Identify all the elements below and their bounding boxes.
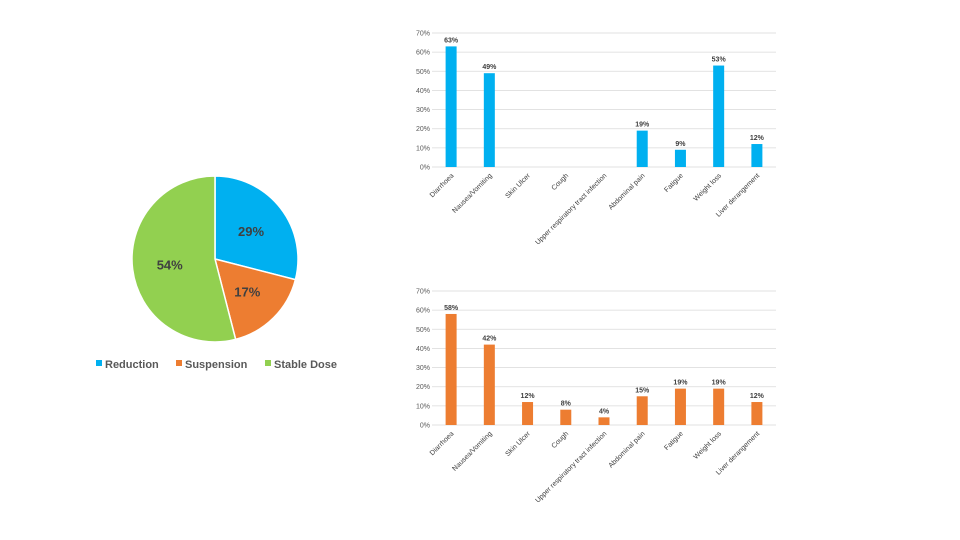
- bar-data-label: 9%: [675, 141, 686, 148]
- x-category-label: Diarrhoea: [429, 172, 456, 199]
- y-tick-label: 30%: [416, 365, 430, 372]
- bar-nausea-vomiting: [483, 344, 495, 425]
- bar-data-label: 15%: [635, 387, 650, 394]
- legend-label-stable-dose: Stable Dose: [274, 359, 337, 371]
- x-category-label: Cough: [551, 172, 571, 192]
- bar-abdominal-pain: [636, 130, 648, 167]
- y-tick-label: 20%: [416, 384, 430, 391]
- x-category-label: Fatigue: [663, 430, 685, 452]
- bar-data-label: 4%: [599, 408, 610, 415]
- bar-chart-suspension: 0% 10% 20% 30% 40% 50% 60% 70% 58% Diarrhoea 42% Na…: [416, 289, 776, 504]
- y-tick-label: 50%: [416, 327, 430, 334]
- y-tick-label: 60%: [416, 308, 430, 315]
- y-tick-label: 40%: [416, 346, 430, 353]
- bar-liver-derangement: [751, 402, 763, 425]
- legend-swatch: [176, 360, 182, 366]
- pie-legend: Reduction Suspension Stable Dose: [96, 359, 337, 371]
- bar-data-label: 8%: [561, 401, 572, 408]
- x-category-label: Upper respiratory tract infection: [534, 430, 608, 504]
- x-category-label: Nausea/Vomiting: [451, 430, 493, 472]
- y-tick-label: 0%: [420, 165, 430, 172]
- x-category-label: Skin Ulcer: [504, 430, 532, 458]
- bar-data-label: 49%: [482, 64, 497, 71]
- y-tick-label: 30%: [416, 107, 430, 114]
- y-tick-label: 10%: [416, 403, 430, 410]
- y-tick-label: 0%: [420, 423, 430, 430]
- x-category-label: Skin Ulcer: [504, 172, 532, 200]
- x-category-label: Liver derangement: [715, 430, 761, 476]
- bar-weight-loss: [713, 388, 725, 425]
- y-tick-label: 40%: [416, 88, 430, 95]
- bar-data-label: 19%: [673, 380, 688, 387]
- x-category-label: Cough: [551, 430, 571, 450]
- x-category-label: Diarrhoea: [429, 430, 456, 457]
- bar-fatigue: [674, 149, 686, 167]
- pie-data-label: 29%: [238, 224, 264, 239]
- bar-nausea-vomiting: [483, 73, 495, 167]
- bar-data-label: 53%: [712, 57, 727, 64]
- y-tick-label: 20%: [416, 126, 430, 133]
- bar-chart-reduction: 0% 10% 20% 30% 40% 50% 60% 70% 63% Diarrhoea 49% Na…: [416, 31, 776, 246]
- legend-label-suspension: Suspension: [185, 359, 248, 371]
- bar-diarrhoea: [445, 313, 457, 425]
- pie-slice-stable-dose: [131, 175, 237, 343]
- pie-data-label: 54%: [157, 258, 183, 273]
- y-tick-label: 60%: [416, 50, 430, 57]
- pie-slice-reduction: [214, 175, 299, 281]
- x-category-label: Fatigue: [663, 172, 685, 194]
- y-tick-label: 10%: [416, 145, 430, 152]
- bar-data-label: 19%: [635, 122, 650, 129]
- bar-liver-derangement: [751, 144, 763, 167]
- y-tick-label: 70%: [416, 289, 430, 296]
- x-category-label: Weight loss: [693, 172, 724, 203]
- bar-upper-respiratory-tract-infection: [598, 417, 610, 425]
- pie-data-label: 17%: [234, 284, 260, 299]
- bar-fatigue: [674, 388, 686, 425]
- x-category-label: Abdominal pain: [608, 430, 647, 469]
- legend-label-reduction: Reduction: [105, 359, 159, 371]
- x-category-label: Liver derangement: [715, 172, 761, 218]
- pie-slice-suspension: [213, 257, 297, 341]
- x-category-label: Nausea/Vomiting: [451, 172, 493, 214]
- x-category-label: Abdominal pain: [608, 172, 647, 211]
- bar-diarrhoea: [445, 46, 457, 167]
- bar-skin-ulcer: [522, 402, 534, 425]
- x-category-label: Weight loss: [693, 430, 724, 461]
- bar-data-label: 42%: [482, 336, 497, 343]
- bar-cough: [560, 409, 572, 425]
- y-tick-label: 50%: [416, 69, 430, 76]
- pie-chart: 29% 17% 54%: [131, 175, 299, 343]
- y-tick-label: 70%: [416, 31, 430, 38]
- bar-data-label: 12%: [750, 135, 765, 142]
- bar-data-label: 12%: [750, 393, 765, 400]
- bar-data-label: 12%: [521, 393, 536, 400]
- bar-data-label: 63%: [444, 37, 459, 44]
- x-category-label: Upper respiratory tract infection: [534, 172, 608, 246]
- legend-swatch: [96, 360, 102, 366]
- bar-abdominal-pain: [636, 396, 648, 425]
- legend-swatch: [265, 360, 271, 366]
- bar-data-label: 58%: [444, 305, 459, 312]
- bar-data-label: 19%: [712, 380, 727, 387]
- bar-weight-loss: [713, 65, 725, 167]
